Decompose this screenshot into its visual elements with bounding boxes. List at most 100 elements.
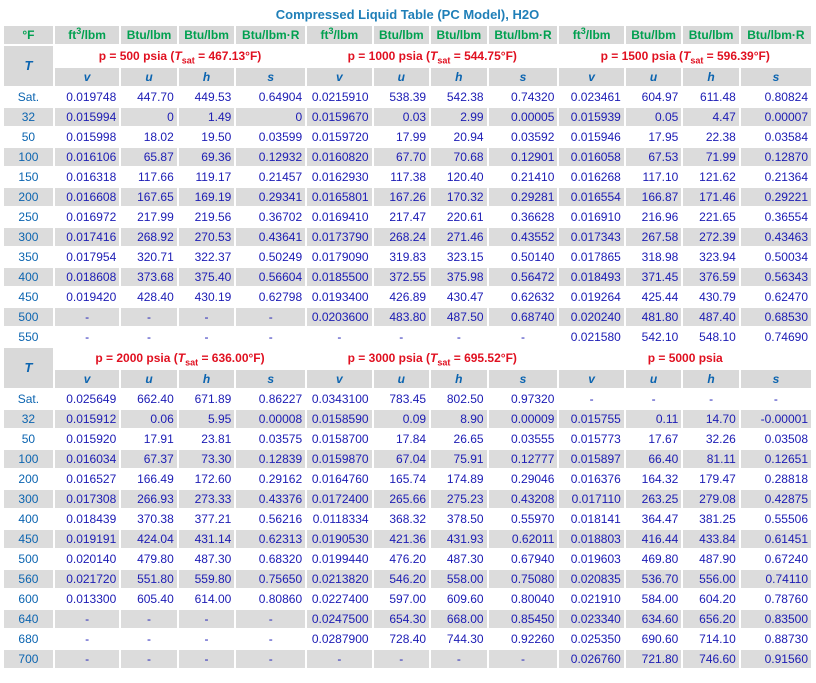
table-cell: 0.021910 bbox=[559, 590, 624, 608]
table-cell: - bbox=[431, 328, 487, 346]
table-cell: - bbox=[178, 650, 235, 668]
col-v: v bbox=[307, 68, 372, 86]
table-cell: 802.50 bbox=[431, 390, 487, 408]
unit-volume: ft3/lbm bbox=[54, 26, 120, 44]
col-h: h bbox=[178, 68, 235, 86]
table-cell: 81.11 bbox=[683, 450, 739, 468]
table-row: 500 0.020140 479.80 487.30 0.68320 0.0199440 4… bbox=[4, 550, 811, 568]
table-cell: 364.47 bbox=[625, 510, 682, 528]
table-cell: 0.21364 bbox=[740, 168, 811, 186]
table-cell: 0.11 bbox=[625, 410, 682, 428]
table-cell: 0.0343100 bbox=[307, 390, 372, 408]
row-temperature: 700 bbox=[4, 650, 53, 668]
unit-enthalpy: Btu/lbm bbox=[683, 26, 739, 44]
table-cell: 0.016527 bbox=[54, 470, 120, 488]
table-cell: 66.40 bbox=[625, 450, 682, 468]
table-cell: - bbox=[236, 328, 306, 346]
table-cell: 690.60 bbox=[625, 630, 682, 648]
col-u: u bbox=[121, 370, 177, 388]
table-cell: 0.023461 bbox=[559, 88, 624, 106]
table-cell: - bbox=[488, 650, 558, 668]
table-cell: 0.023340 bbox=[559, 610, 624, 628]
table-cell: - bbox=[373, 328, 430, 346]
table-cell: 0.020240 bbox=[559, 308, 624, 326]
col-u: u bbox=[373, 370, 430, 388]
unit-entropy: Btu/lbm·R bbox=[740, 26, 811, 44]
table-cell: 0.0118334 bbox=[307, 510, 372, 528]
table-cell: 0.0159870 bbox=[307, 450, 372, 468]
col-s: s bbox=[488, 68, 558, 86]
table-row: 400 0.018439 370.38 377.21 0.56216 0.0118334 3… bbox=[4, 510, 811, 528]
table-cell: 604.20 bbox=[683, 590, 739, 608]
table-cell: 67.53 bbox=[625, 148, 682, 166]
table-cell: 0.017343 bbox=[559, 228, 624, 246]
table-cell: 375.98 bbox=[431, 268, 487, 286]
row-temperature: 100 bbox=[4, 450, 53, 468]
table-row: Sat. 0.025649 662.40 671.89 0.86227 0.0343100… bbox=[4, 390, 811, 408]
table-cell: 0.00008 bbox=[236, 410, 306, 428]
unit-energy: Btu/lbm bbox=[121, 26, 177, 44]
table-cell: 0.80824 bbox=[740, 88, 811, 106]
table-cell: 32.26 bbox=[683, 430, 739, 448]
table-cell: 0.0247500 bbox=[307, 610, 372, 628]
table-cell: 559.80 bbox=[178, 570, 235, 588]
table-cell: 0.80040 bbox=[488, 590, 558, 608]
table-row: 400 0.018608 373.68 375.40 0.56604 0.0185500 3… bbox=[4, 268, 811, 286]
table-cell: - bbox=[559, 390, 624, 408]
table-cell: 424.04 bbox=[121, 530, 177, 548]
table-cell: 0.0164760 bbox=[307, 470, 372, 488]
table-cell: 0 bbox=[236, 108, 306, 126]
table-cell: 430.79 bbox=[683, 288, 739, 306]
table-cell: 0.016268 bbox=[559, 168, 624, 186]
table-cell: 0.56343 bbox=[740, 268, 811, 286]
table-cell: 0.021720 bbox=[54, 570, 120, 588]
table-cell: 0.62313 bbox=[236, 530, 306, 548]
table-cell: 172.60 bbox=[178, 470, 235, 488]
table-cell: 371.45 bbox=[625, 268, 682, 286]
table-cell: 17.91 bbox=[121, 430, 177, 448]
table-cell: 0.015897 bbox=[559, 450, 624, 468]
table-cell: 0.015994 bbox=[54, 108, 120, 126]
table-cell: 22.38 bbox=[683, 128, 739, 146]
table-cell: 70.68 bbox=[431, 148, 487, 166]
table-cell: 634.60 bbox=[625, 610, 682, 628]
table-cell: 268.92 bbox=[121, 228, 177, 246]
table-cell: 0.12870 bbox=[740, 148, 811, 166]
table-cell: 746.60 bbox=[683, 650, 739, 668]
table-cell: - bbox=[121, 650, 177, 668]
table-cell: 0.0203600 bbox=[307, 308, 372, 326]
table-title: Compressed Liquid Table (PC Model), H2O bbox=[275, 6, 540, 22]
table-cell: 0.29162 bbox=[236, 470, 306, 488]
table-cell: 0.74320 bbox=[488, 88, 558, 106]
table-cell: 0.83500 bbox=[740, 610, 811, 628]
table-cell: 542.10 bbox=[625, 328, 682, 346]
table-cell: 0.62798 bbox=[236, 288, 306, 306]
table-cell: 0.42875 bbox=[740, 490, 811, 508]
table-cell: 0.03584 bbox=[740, 128, 811, 146]
table-cell: - bbox=[178, 610, 235, 628]
col-v: v bbox=[559, 68, 624, 86]
table-cell: 8.90 bbox=[431, 410, 487, 428]
table-cell: 0.43463 bbox=[740, 228, 811, 246]
table-cell: 0.86227 bbox=[236, 390, 306, 408]
table-cell: 0.21410 bbox=[488, 168, 558, 186]
table-cell: 0.03599 bbox=[236, 128, 306, 146]
col-s: s bbox=[740, 370, 811, 388]
table-cell: 546.20 bbox=[373, 570, 430, 588]
row-temperature: 680 bbox=[4, 630, 53, 648]
table-cell: 0.85450 bbox=[488, 610, 558, 628]
table-cell: 17.67 bbox=[625, 430, 682, 448]
table-cell: 270.53 bbox=[178, 228, 235, 246]
table-cell: 0.43552 bbox=[488, 228, 558, 246]
col-u: u bbox=[373, 68, 430, 86]
compressed-liquid-table: Compressed Liquid Table (PC Model), H2O … bbox=[2, 3, 813, 670]
table-cell: 0.43641 bbox=[236, 228, 306, 246]
col-h: h bbox=[683, 370, 739, 388]
table-cell: 656.20 bbox=[683, 610, 739, 628]
table-cell: 548.10 bbox=[683, 328, 739, 346]
table-row: 600 0.013300 605.40 614.00 0.80860 0.0227400 5… bbox=[4, 590, 811, 608]
table-cell: 217.47 bbox=[373, 208, 430, 226]
table-cell: 728.40 bbox=[373, 630, 430, 648]
table-cell: 0.0193400 bbox=[307, 288, 372, 306]
table-cell: 0.016376 bbox=[559, 470, 624, 488]
